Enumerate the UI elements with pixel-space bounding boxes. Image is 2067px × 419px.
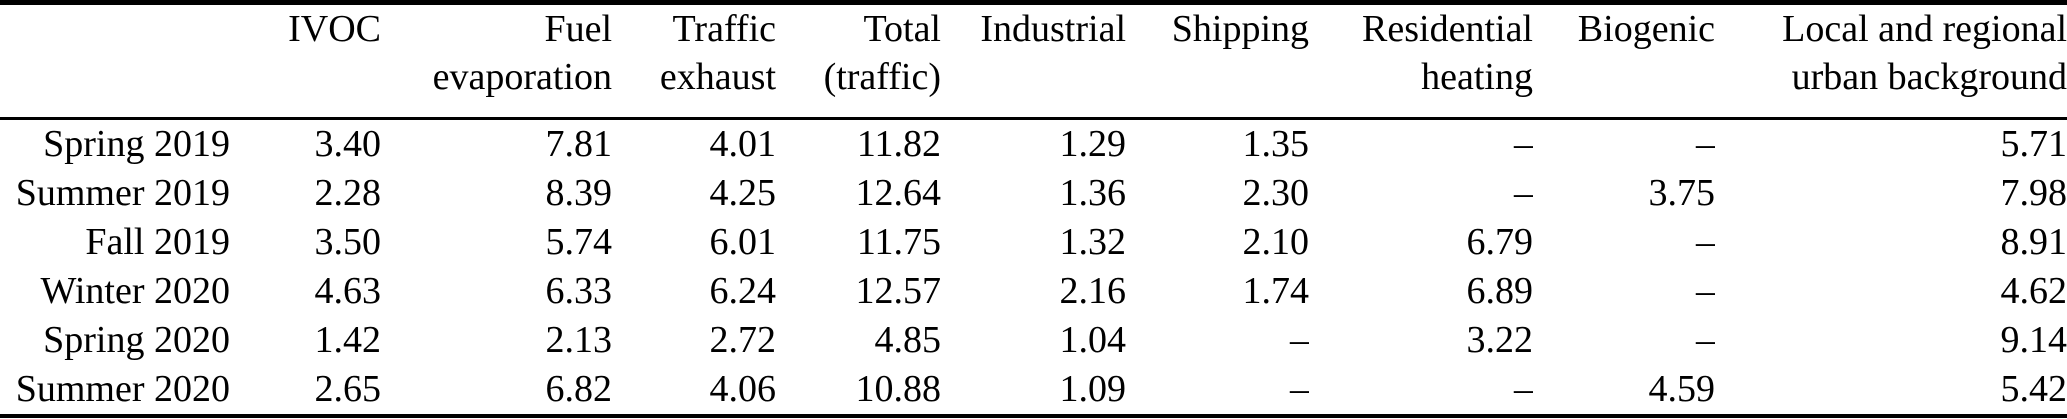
table-cell: 12.64 (855, 172, 942, 214)
table-cell: 8.91 (2000, 221, 2067, 263)
table-cell: 2.16 (1059, 270, 1127, 312)
table-cell: 8.39 (545, 172, 613, 214)
table-cell: 4.59 (1648, 368, 1716, 410)
table-cell: 6.89 (1466, 270, 1534, 312)
table-cell: 11.75 (856, 221, 941, 263)
table-cell: 2.65 (314, 368, 382, 410)
table-cell: 3.50 (314, 221, 382, 263)
table-cell: 4.01 (709, 123, 777, 165)
table-row-summer-2019: Summer 2019 2.28 8.39 4.25 12.64 1.36 2.… (0, 169, 2067, 218)
table-cell: 5.42 (2000, 368, 2067, 410)
header-cell-ivoc: IVOC (230, 2, 381, 120)
table-cell: 12.57 (855, 270, 942, 312)
header-cell-biogenic: Biogenic (1533, 2, 1715, 120)
table-cell: – (1514, 368, 1533, 410)
table-cell: 1.36 (1059, 172, 1127, 214)
row-label: Spring 2020 (43, 319, 230, 361)
row-label: Fall 2019 (85, 221, 230, 263)
header-row: IVOC Fuel evaporation Traffic exhaust To… (0, 2, 2067, 120)
header-cell-shipping: Shipping (1126, 2, 1309, 120)
table-cell: 4.06 (709, 368, 777, 410)
table-row-spring-2019: Spring 2019 3.40 7.81 4.01 11.82 1.29 1.… (0, 119, 2067, 170)
table-cell: 2.30 (1242, 172, 1310, 214)
table-cell: 2.10 (1242, 221, 1310, 263)
table-cell: 6.79 (1466, 221, 1534, 263)
table-cell: 4.85 (874, 319, 942, 361)
table-cell: 3.75 (1648, 172, 1716, 214)
table-cell: – (1290, 319, 1309, 361)
header-cell-total-traffic: Total (traffic) (776, 2, 941, 120)
header-cell-industrial: Industrial (941, 2, 1126, 120)
table-row-winter-2020: Winter 2020 4.63 6.33 6.24 12.57 2.16 1.… (0, 267, 2067, 316)
row-label: Summer 2020 (15, 368, 230, 410)
header-cell-fuel-evaporation: Fuel evaporation (381, 2, 612, 120)
header-cell-urban-background: Local and regional urban background (1715, 2, 2067, 120)
table-cell: 1.04 (1059, 319, 1127, 361)
table-cell: 3.40 (314, 123, 382, 165)
table-cell: 4.62 (2000, 270, 2067, 312)
table-row-summer-2020: Summer 2020 2.65 6.82 4.06 10.88 1.09 – … (0, 365, 2067, 416)
table-cell: 2.13 (545, 319, 613, 361)
table-cell: 6.01 (709, 221, 777, 263)
table-cell: 6.24 (709, 270, 777, 312)
table-cell: 6.33 (545, 270, 613, 312)
table-row-spring-2020: Spring 2020 1.42 2.13 2.72 4.85 1.04 – 3… (0, 316, 2067, 365)
table-cell: 6.82 (545, 368, 613, 410)
table-cell: 5.71 (2000, 123, 2067, 165)
header-cell-traffic-exhaust: Traffic exhaust (612, 2, 776, 120)
row-label: Summer 2019 (15, 172, 230, 214)
table-cell: 1.29 (1059, 123, 1127, 165)
table-cell: – (1290, 368, 1309, 410)
header-cell-empty (0, 2, 230, 120)
row-label: Winter 2020 (40, 270, 230, 312)
table-cell: 7.81 (545, 123, 613, 165)
table-cell: 4.25 (709, 172, 777, 214)
table-cell: 1.32 (1059, 221, 1127, 263)
row-label: Spring 2019 (43, 123, 230, 165)
table-cell: – (1696, 123, 1715, 165)
table-cell: 1.42 (314, 319, 382, 361)
table-cell: 2.72 (709, 319, 777, 361)
table-body: Spring 2019 3.40 7.81 4.01 11.82 1.29 1.… (0, 119, 2067, 417)
table-header: IVOC Fuel evaporation Traffic exhaust To… (0, 2, 2067, 120)
table-cell: 9.14 (2000, 319, 2067, 361)
table-cell: 2.28 (314, 172, 382, 214)
table-cell: – (1696, 270, 1715, 312)
table-cell: 5.74 (545, 221, 613, 263)
table-cell: 7.98 (2000, 172, 2067, 214)
table-cell: 1.74 (1242, 270, 1310, 312)
table-cell: 11.82 (856, 123, 941, 165)
table-cell: – (1514, 123, 1533, 165)
table-cell: 10.88 (855, 368, 942, 410)
table-cell: – (1696, 319, 1715, 361)
table-cell: 3.22 (1466, 319, 1534, 361)
table-cell: 1.35 (1242, 123, 1310, 165)
table-cell: – (1514, 172, 1533, 214)
table-cell: 1.09 (1059, 368, 1127, 410)
table-cell: 4.63 (314, 270, 382, 312)
table-cell: – (1696, 221, 1715, 263)
header-cell-residential-heating: Residential heating (1309, 2, 1533, 120)
table-row-fall-2019: Fall 2019 3.50 5.74 6.01 11.75 1.32 2.10… (0, 218, 2067, 267)
